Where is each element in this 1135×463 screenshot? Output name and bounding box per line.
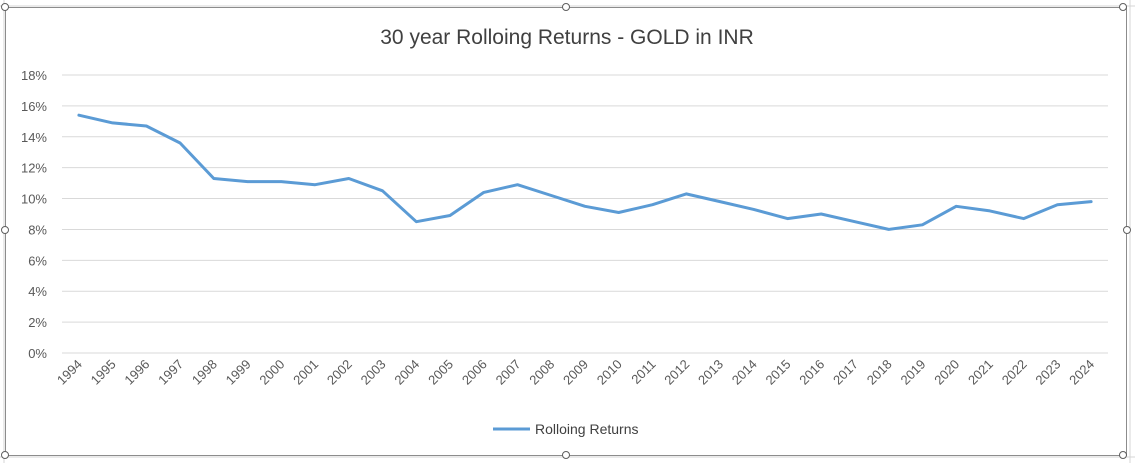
- x-tick-label: 2000: [256, 357, 287, 388]
- data-point: [482, 190, 486, 194]
- x-tick-label: 1998: [189, 357, 220, 388]
- horizontal-gridlines: [62, 74, 1108, 354]
- data-point: [313, 183, 317, 187]
- x-tick-label: 2016: [796, 357, 827, 388]
- y-tick-label: 6%: [28, 253, 47, 268]
- x-tick-label: 2021: [965, 357, 996, 388]
- resize-handle-bottom-center[interactable]: [562, 451, 570, 459]
- data-point: [1089, 200, 1093, 204]
- y-tick-label: 16%: [21, 99, 47, 114]
- y-axis-tick-labels: 0% 2% 4% 6% 8% 10% 12% 14% 16% 18%: [21, 68, 47, 361]
- data-point: [448, 214, 452, 218]
- x-tick-label: 2019: [897, 357, 928, 388]
- x-tick-label: 1995: [88, 357, 119, 388]
- series-line: [77, 113, 1093, 231]
- data-point: [1022, 217, 1026, 221]
- x-tick-label: 2003: [358, 357, 389, 388]
- x-tick-label: 2017: [830, 357, 861, 388]
- y-tick-label: 8%: [28, 222, 47, 237]
- data-point: [684, 192, 688, 196]
- data-point: [954, 204, 958, 208]
- data-point: [583, 204, 587, 208]
- data-point: [786, 217, 790, 221]
- data-point: [920, 223, 924, 227]
- data-point: [718, 200, 722, 204]
- x-tick-label: 2005: [425, 357, 456, 388]
- resize-handle-top-right[interactable]: [1119, 3, 1127, 11]
- data-point: [381, 189, 385, 193]
- x-tick-label: 2001: [290, 357, 321, 388]
- x-tick-label: 2018: [864, 357, 895, 388]
- resize-handle-middle-left[interactable]: [1, 226, 9, 234]
- data-point: [1055, 203, 1059, 207]
- data-point: [853, 220, 857, 224]
- x-tick-label: 2015: [763, 357, 794, 388]
- data-point: [246, 180, 250, 184]
- x-tick-label: 2011: [628, 357, 658, 387]
- y-tick-label: 4%: [28, 284, 47, 299]
- series-layer: [77, 113, 1093, 231]
- resize-handle-bottom-right[interactable]: [1119, 451, 1127, 459]
- x-tick-label: 2004: [391, 357, 422, 388]
- x-axis-tick-labels: 1994 1995 1996 1997 1998 1999 2000 2001 2002 2003…: [54, 357, 1097, 388]
- resize-handle-top-left[interactable]: [1, 3, 9, 11]
- resize-handle-top-center[interactable]: [562, 3, 570, 11]
- data-point: [549, 194, 553, 198]
- data-point: [887, 227, 891, 231]
- x-tick-label: 2006: [459, 357, 490, 388]
- legend-label: Rolloing Returns: [535, 421, 639, 437]
- resize-handle-bottom-left[interactable]: [1, 451, 9, 459]
- x-tick-label: 2010: [594, 357, 625, 388]
- x-tick-label: 1997: [155, 357, 186, 388]
- x-tick-label: 2013: [695, 357, 726, 388]
- x-tick-label: 2022: [999, 357, 1030, 388]
- data-point: [111, 121, 115, 125]
- x-tick-label: 1999: [223, 357, 254, 388]
- data-point: [212, 177, 216, 181]
- x-tick-label: 1994: [54, 357, 85, 388]
- data-point: [819, 212, 823, 216]
- y-tick-label: 12%: [21, 161, 47, 176]
- x-tick-label: 2014: [729, 357, 760, 388]
- legend: Rolloing Returns: [493, 421, 639, 437]
- y-tick-label: 14%: [21, 130, 47, 145]
- data-point: [347, 177, 351, 181]
- data-point: [414, 220, 418, 224]
- x-tick-label: 2008: [526, 357, 557, 388]
- chart-area[interactable]: 0% 2% 4% 6% 8% 10% 12% 14% 16% 18% 1994 1995 1996 19…: [5, 7, 1127, 456]
- data-point: [144, 124, 148, 128]
- data-point: [77, 113, 81, 117]
- x-tick-label: 2020: [931, 357, 962, 388]
- data-point: [516, 183, 520, 187]
- data-point: [279, 180, 283, 184]
- y-tick-label: 10%: [21, 192, 47, 207]
- y-tick-label: 2%: [28, 315, 47, 330]
- x-tick-label: 2007: [493, 357, 524, 388]
- x-tick-label: 2009: [560, 357, 591, 388]
- x-tick-label: 2002: [324, 357, 355, 388]
- x-tick-label: 2012: [661, 357, 692, 388]
- x-tick-label: 2023: [1032, 357, 1063, 388]
- x-tick-label: 1996: [121, 357, 152, 388]
- data-point: [988, 209, 992, 213]
- data-point: [651, 203, 655, 207]
- chart-title: 30 year Rolloing Returns - GOLD in INR: [380, 26, 753, 49]
- data-point: [617, 211, 621, 215]
- x-tick-label: 2024: [1066, 357, 1097, 388]
- data-point: [752, 207, 756, 211]
- y-tick-label: 18%: [21, 68, 47, 83]
- y-tick-label: 0%: [28, 346, 47, 361]
- resize-handle-middle-right[interactable]: [1123, 226, 1131, 234]
- data-point: [178, 141, 182, 145]
- line-chart: 0%2%4%6%8%10%12%14%16%18% 1994 1995 1996 19…: [21, 26, 1108, 437]
